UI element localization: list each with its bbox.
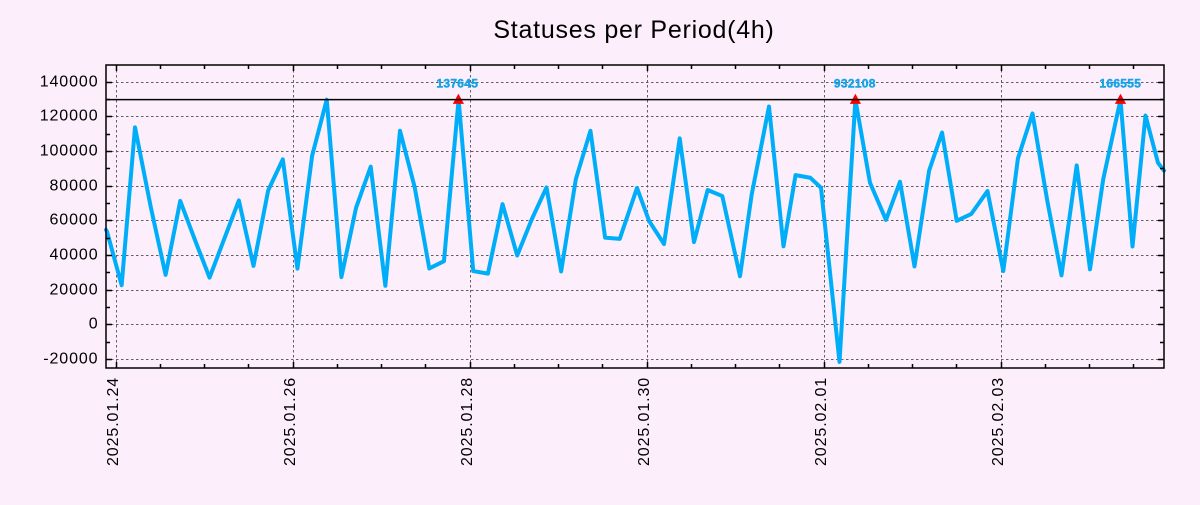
svg-text:2025.01.26: 2025.01.26	[282, 377, 299, 466]
svg-text:140000: 140000	[40, 74, 99, 91]
svg-text:-20000: -20000	[43, 351, 98, 368]
svg-text:0: 0	[89, 316, 99, 333]
svg-text:100000: 100000	[40, 143, 99, 160]
svg-text:120000: 120000	[40, 108, 99, 125]
svg-text:137645: 137645	[436, 77, 478, 91]
svg-text:2025.02.03: 2025.02.03	[990, 377, 1007, 466]
svg-text:2025.01.30: 2025.01.30	[636, 377, 653, 466]
svg-text:2025.01.28: 2025.01.28	[459, 377, 476, 466]
svg-text:2025.02.01: 2025.02.01	[813, 377, 830, 466]
svg-text:2025.01.24: 2025.01.24	[105, 377, 122, 466]
svg-text:20000: 20000	[50, 282, 99, 299]
svg-text:80000: 80000	[50, 178, 99, 195]
svg-text:40000: 40000	[50, 247, 99, 264]
svg-text:166555: 166555	[1099, 77, 1141, 91]
svg-text:932108: 932108	[834, 77, 876, 91]
svg-text:Statuses per Period(4h): Statuses per Period(4h)	[493, 16, 774, 44]
svg-text:60000: 60000	[50, 212, 99, 229]
